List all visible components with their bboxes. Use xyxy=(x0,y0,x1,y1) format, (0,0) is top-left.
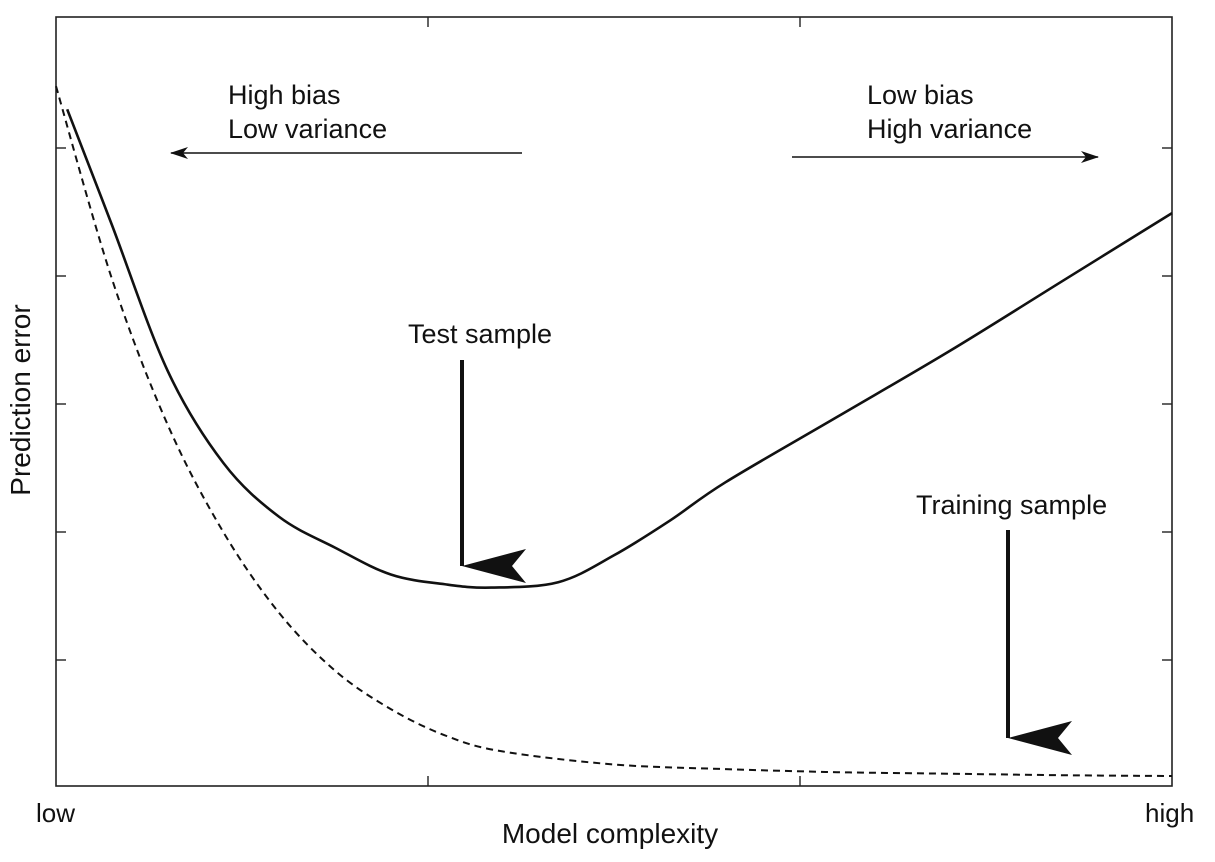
x-ticks xyxy=(427,17,801,786)
x-tick-label-high: high xyxy=(1145,798,1194,828)
y-axis-title: Prediction error xyxy=(5,304,36,495)
x-axis-title: Model complexity xyxy=(502,818,718,849)
training-sample-label: Training sample xyxy=(916,490,1107,520)
y-ticks xyxy=(56,147,1172,661)
low-bias-label: Low bias xyxy=(867,80,974,110)
test-sample-label: Test sample xyxy=(408,319,552,349)
test-sample-curve xyxy=(65,108,1173,589)
training-sample-curve xyxy=(55,85,1173,777)
low-variance-label: Low variance xyxy=(228,114,387,144)
high-bias-label: High bias xyxy=(228,80,341,110)
high-variance-label: High variance xyxy=(867,114,1032,144)
plot-frame xyxy=(55,16,1173,787)
x-tick-label-low: low xyxy=(36,798,75,828)
